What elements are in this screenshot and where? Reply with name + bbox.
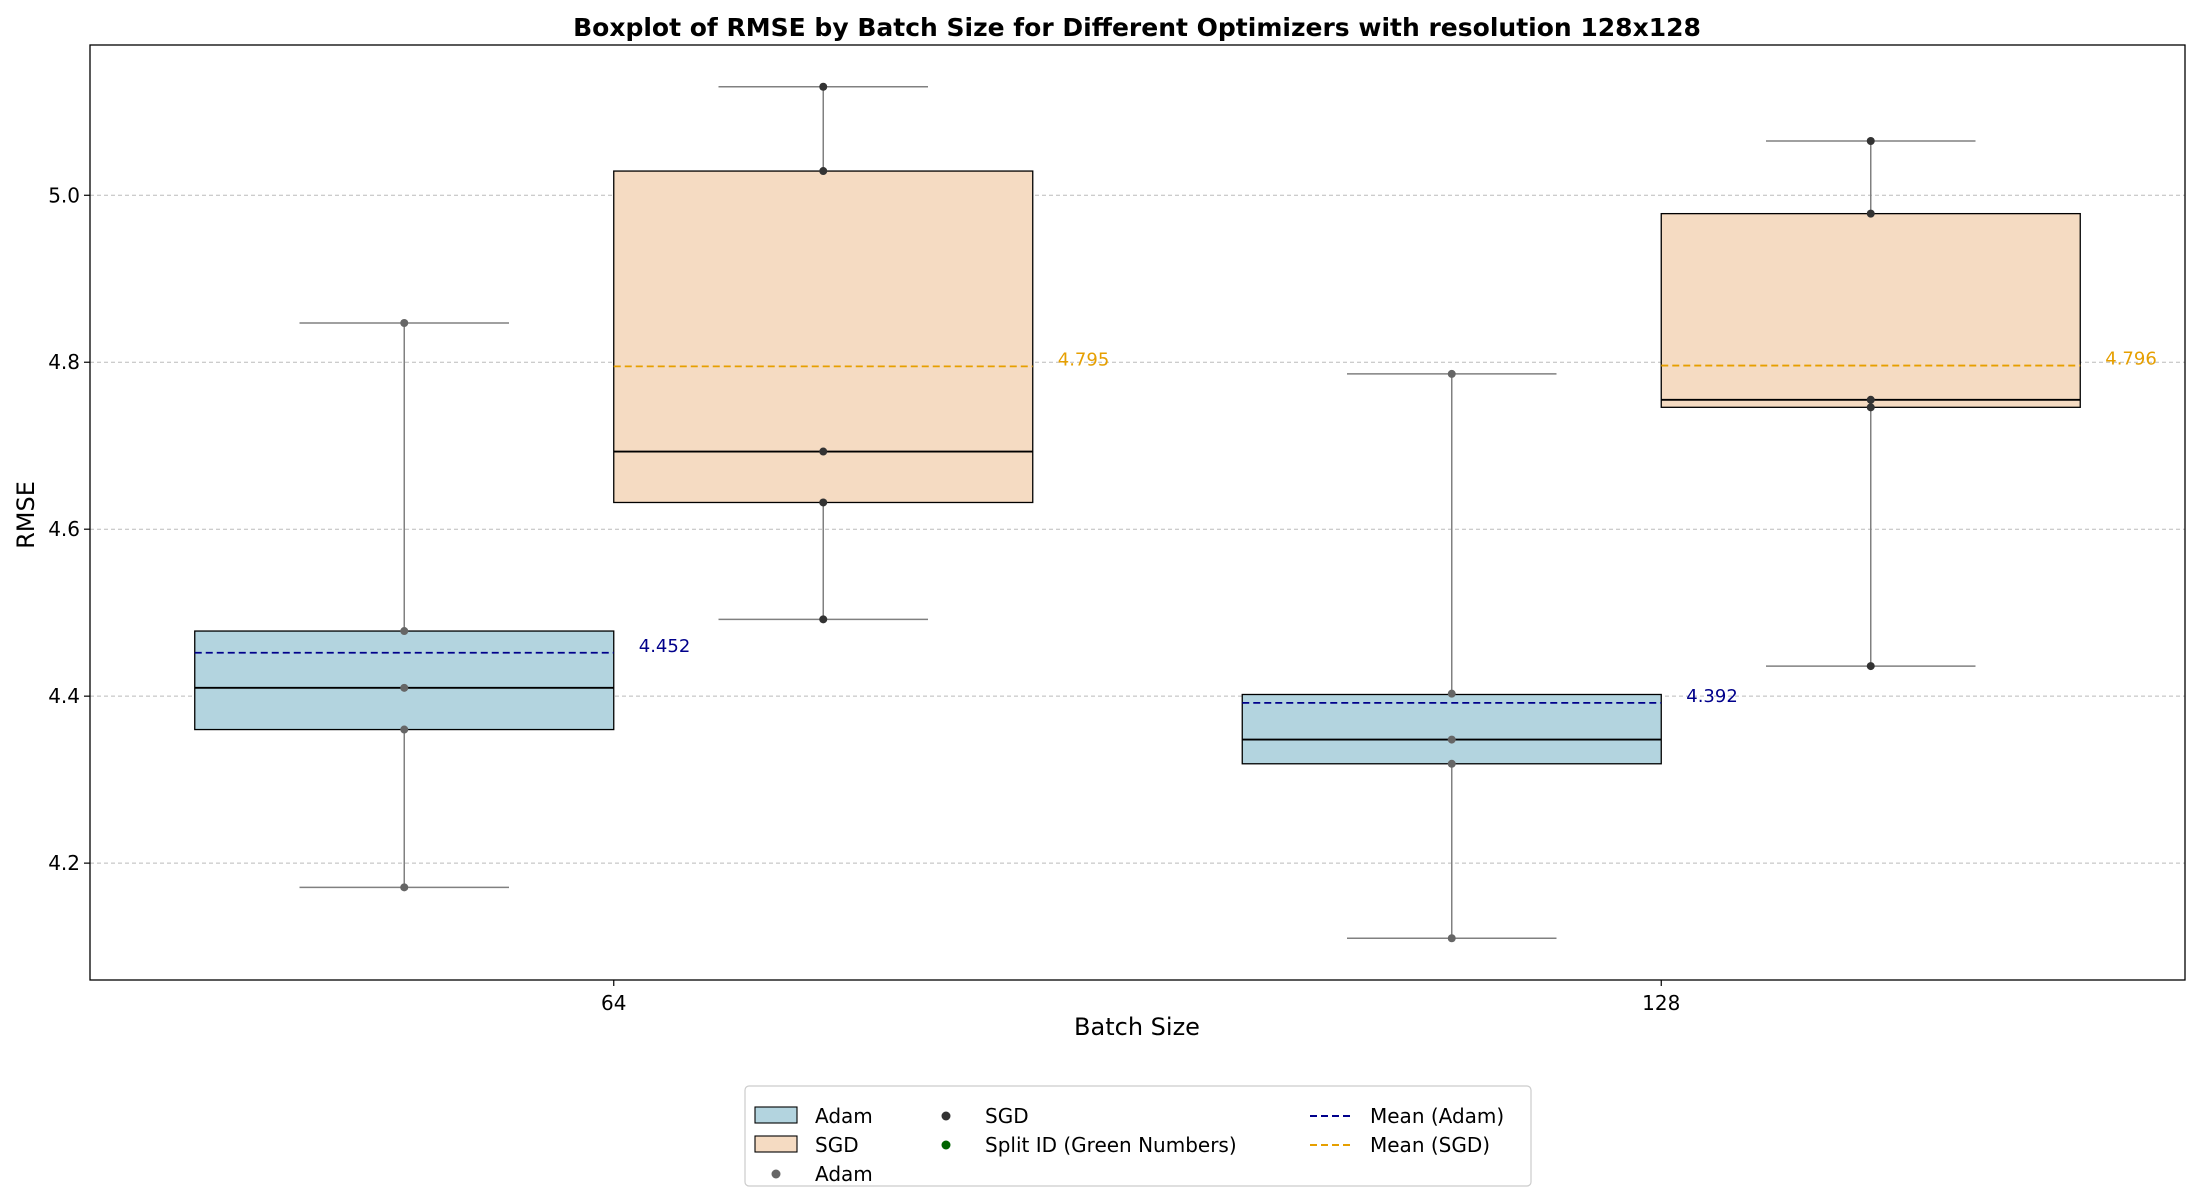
legend: Adam SGD Adam SGD Split ID (Green Numbers) Me…: [744, 1085, 1532, 1187]
legend-label: SGD: [815, 1133, 859, 1157]
chart-title: Boxplot of RMSE by Batch Size for Differ…: [573, 13, 1701, 42]
legend-label: SGD: [985, 1104, 1029, 1128]
legend-item-split-id-green-numbers-: Split ID (Green Numbers): [941, 1133, 1237, 1157]
box-adam-64: 4.452: [194, 318, 691, 892]
legend-label: Mean (SGD): [1370, 1133, 1490, 1157]
legend-label: Adam: [815, 1162, 873, 1186]
y-axis-ticks: 4.2 4.4 4.6 4.8 5.0: [48, 183, 90, 875]
data-point: [1866, 662, 1875, 671]
x-axis-label: Batch Size: [1074, 1013, 1200, 1041]
data-point: [819, 498, 828, 507]
x-axis-ticks: 64 128: [601, 980, 1680, 1015]
legend-item-adam: Adam: [771, 1162, 873, 1186]
box-sgd-128: 4.796: [1660, 137, 2157, 671]
data-point: [1866, 395, 1875, 404]
data-point: [1866, 137, 1875, 146]
y-axis-label: RMSE: [12, 481, 40, 549]
data-point: [1447, 735, 1456, 744]
box-body: [1660, 212, 2081, 408]
data-point: [400, 683, 409, 692]
y-tick-label: 4.8: [48, 350, 80, 374]
legend-marker: [941, 1140, 951, 1150]
box-body: [613, 170, 1034, 504]
legend-item-sgd: SGD: [754, 1133, 859, 1157]
legend-item-adam: Adam: [754, 1104, 873, 1128]
box-adam-128: 4.392: [1241, 369, 1738, 943]
y-tick-label: 4.6: [48, 517, 80, 541]
data-point: [400, 318, 409, 327]
mean-label: 4.452: [639, 636, 691, 657]
y-tick-label: 4.2: [48, 851, 80, 875]
plot-frame: [89, 44, 2186, 981]
legend-marker: [941, 1111, 951, 1121]
data-point: [1447, 934, 1456, 943]
y-tick-label: 4.4: [48, 684, 80, 708]
legend-marker: [771, 1169, 781, 1179]
data-point: [1447, 689, 1456, 698]
data-point: [819, 615, 828, 624]
mean-label: 4.392: [1686, 686, 1738, 707]
data-point: [819, 82, 828, 91]
box-body: [1241, 693, 1662, 765]
legend-swatch: [754, 1106, 798, 1124]
legend-label: Split ID (Green Numbers): [985, 1133, 1237, 1157]
data-point: [819, 447, 828, 456]
x-tick-label: 128: [1642, 991, 1680, 1015]
box-sgd-64: 4.795: [613, 82, 1110, 624]
data-point: [1866, 209, 1875, 218]
data-point: [819, 167, 828, 176]
data-point: [1447, 759, 1456, 768]
legend-label: Mean (Adam): [1370, 1104, 1504, 1128]
legend-swatch: [754, 1135, 798, 1153]
mean-label: 4.795: [1058, 349, 1110, 370]
data-point: [1447, 369, 1456, 378]
legend-frame: [744, 1085, 1532, 1187]
legend-item-sgd: SGD: [941, 1104, 1029, 1128]
legend-label: Adam: [815, 1104, 873, 1128]
data-point: [1866, 403, 1875, 412]
data-point: [400, 627, 409, 636]
box-body: [194, 630, 615, 731]
data-point: [400, 725, 409, 734]
legend-item-mean-adam-: Mean (Adam): [1310, 1104, 1504, 1128]
legend-item-mean-sgd-: Mean (SGD): [1310, 1133, 1490, 1157]
mean-label: 4.796: [2105, 349, 2157, 370]
x-tick-label: 64: [601, 991, 626, 1015]
box-plots: 4.452 4.392 4.795 4.796: [194, 82, 2157, 943]
y-tick-label: 5.0: [48, 183, 80, 207]
data-point: [400, 883, 409, 892]
